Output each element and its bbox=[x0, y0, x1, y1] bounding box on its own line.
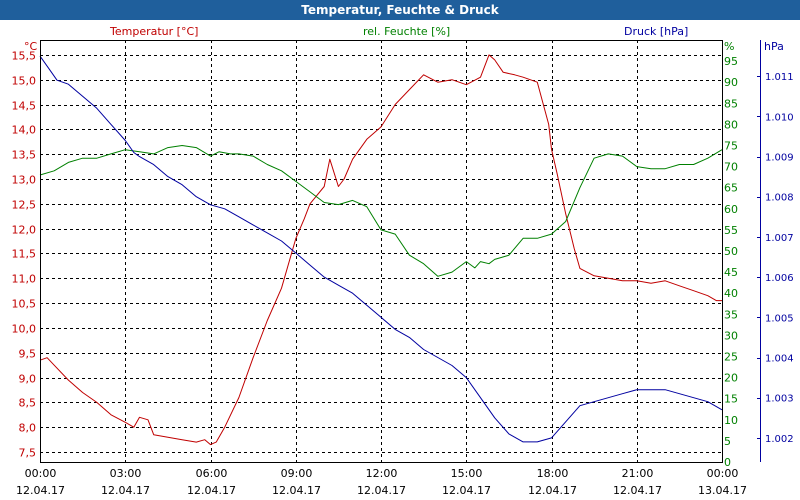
chart-title: Temperatur, Feuchte & Druck bbox=[0, 0, 800, 20]
humidity-line bbox=[39, 145, 723, 277]
pressure-unit: hPa bbox=[764, 40, 784, 53]
temperature-tick-label: 8,5 bbox=[19, 397, 37, 410]
temperature-tick-label: 12,0 bbox=[12, 224, 37, 237]
temperature-tick-label: 7,5 bbox=[19, 447, 37, 460]
temperature-unit: °C bbox=[24, 40, 38, 53]
x-tick-date: 12.04.17 bbox=[187, 484, 236, 497]
tick-labels: 7,5 8,0 8,5 9,0 9,5 10,0 10,5 11,0 11,5 12,0 12,5 1… bbox=[12, 50, 794, 498]
pressure-tick-label: 1.011 bbox=[765, 72, 794, 83]
humidity-tick-label: 0 bbox=[724, 456, 731, 469]
pressure-tick-label: 1.007 bbox=[765, 233, 794, 244]
humidity-tick-label: 5 bbox=[724, 435, 731, 448]
pressure-line bbox=[39, 55, 723, 443]
temperature-tick-label: 15,5 bbox=[12, 50, 37, 63]
x-tick-time: 18:00 bbox=[537, 467, 569, 480]
temperature-tick-label: 13,5 bbox=[12, 149, 37, 162]
x-tick-date: 12.04.17 bbox=[528, 484, 577, 497]
x-tick-time: 06:00 bbox=[196, 467, 228, 480]
x-tick-time: 09:00 bbox=[281, 467, 313, 480]
temperature-tick-label: 11,5 bbox=[12, 248, 37, 261]
x-tick-date: 12.04.17 bbox=[613, 484, 662, 497]
plot-border bbox=[40, 40, 723, 463]
humidity-tick-label: 25 bbox=[724, 351, 738, 364]
x-tick-time: 21:00 bbox=[622, 467, 654, 480]
humidity-tick-label: 95 bbox=[724, 55, 738, 68]
humidity-tick-label: 75 bbox=[724, 140, 738, 153]
humidity-tick-label: 80 bbox=[724, 118, 738, 131]
pressure-tick-label: 1.005 bbox=[765, 313, 794, 324]
humidity-tick-label: 45 bbox=[724, 266, 738, 279]
humidity-tick-label: 40 bbox=[724, 287, 738, 300]
temperature-tick-label: 12,5 bbox=[12, 199, 37, 212]
pressure-tick-label: 1.002 bbox=[765, 434, 794, 445]
humidity-tick-label: 90 bbox=[724, 76, 738, 89]
temperature-tick-label: 9,0 bbox=[19, 373, 37, 386]
humidity-tick-label: 60 bbox=[724, 203, 738, 216]
grid-lines bbox=[40, 40, 722, 462]
temperature-tick-label: 10,5 bbox=[12, 298, 37, 311]
temperature-line bbox=[39, 54, 722, 446]
humidity-tick-label: 70 bbox=[724, 161, 738, 174]
x-tick-time: 03:00 bbox=[110, 467, 142, 480]
temperature-tick-label: 10,0 bbox=[12, 323, 37, 336]
temperature-tick-label: 11,0 bbox=[12, 273, 37, 286]
temperature-axis-title: Temperatur [°C] bbox=[109, 25, 198, 38]
humidity-unit: % bbox=[724, 40, 734, 53]
x-tick-time: 12:00 bbox=[366, 467, 398, 480]
pressure-tick-label: 1.004 bbox=[765, 354, 794, 365]
x-tick-time: 15:00 bbox=[451, 467, 483, 480]
humidity-tick-label: 55 bbox=[724, 224, 738, 237]
x-tick-date: 12.04.17 bbox=[16, 484, 65, 497]
x-tick-time: 00:00 bbox=[25, 467, 57, 480]
x-tick-date: 12.04.17 bbox=[101, 484, 150, 497]
temperature-tick-label: 13,0 bbox=[12, 174, 37, 187]
humidity-tick-label: 15 bbox=[724, 393, 738, 406]
x-tick-date: 13.04.17 bbox=[698, 484, 747, 497]
humidity-tick-label: 35 bbox=[724, 308, 738, 321]
pressure-tick-label: 1.009 bbox=[765, 153, 794, 164]
series-lines bbox=[39, 54, 723, 446]
x-tick-date: 12.04.17 bbox=[272, 484, 321, 497]
humidity-tick-label: 10 bbox=[724, 414, 738, 427]
humidity-tick-label: 50 bbox=[724, 245, 738, 258]
humidity-axis-title: rel. Feuchte [%] bbox=[363, 25, 450, 38]
humidity-tick-label: 85 bbox=[724, 97, 738, 110]
humidity-tick-label: 65 bbox=[724, 182, 738, 195]
x-tick-date: 12.04.17 bbox=[357, 484, 406, 497]
humidity-tick-label: 30 bbox=[724, 329, 738, 342]
temperature-tick-label: 15,0 bbox=[12, 75, 37, 88]
temperature-tick-label: 14,5 bbox=[12, 100, 37, 113]
pressure-tick-label: 1.008 bbox=[765, 193, 794, 204]
x-tick-time: 00:00 bbox=[707, 467, 739, 480]
temperature-tick-label: 14,0 bbox=[12, 124, 37, 137]
humidity-tick-label: 20 bbox=[724, 372, 738, 385]
temperature-tick-label: 9,5 bbox=[19, 348, 37, 361]
plot-frame bbox=[40, 40, 761, 463]
pressure-tick-label: 1.010 bbox=[765, 112, 794, 123]
pressure-tick-label: 1.003 bbox=[765, 394, 794, 405]
pressure-tick-label: 1.006 bbox=[765, 273, 794, 284]
pressure-axis-title: Druck [hPa] bbox=[624, 25, 688, 38]
temperature-tick-label: 8,0 bbox=[19, 422, 37, 435]
x-tick-date: 12.04.17 bbox=[442, 484, 491, 497]
